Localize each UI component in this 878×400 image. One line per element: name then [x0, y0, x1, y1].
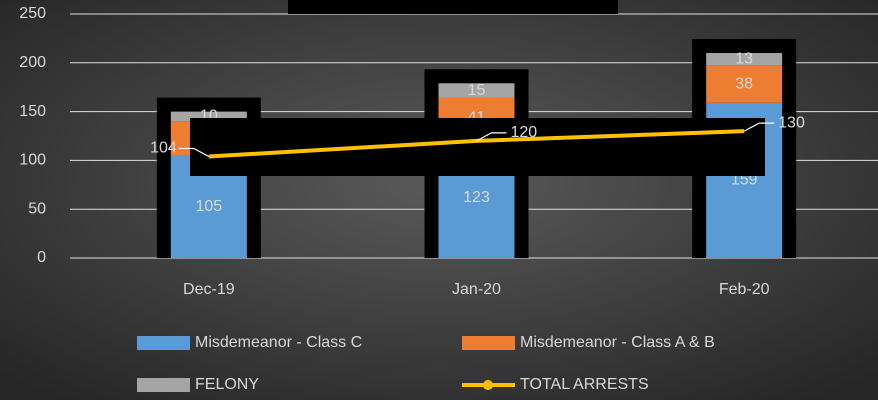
bar-segment	[706, 53, 783, 66]
legend-label: TOTAL ARRESTS	[520, 376, 649, 393]
y-tick-label: 250	[19, 5, 46, 22]
data-label: 13	[735, 51, 753, 68]
bar-segment	[438, 83, 515, 98]
y-tick-label: 150	[19, 103, 46, 120]
leader-line	[743, 122, 775, 132]
leader-line	[178, 147, 210, 158]
legend-marker	[483, 380, 493, 390]
redaction	[288, 0, 618, 14]
x-tick-label: Feb-20	[719, 281, 770, 298]
x-tick-label: Jan-20	[452, 281, 501, 298]
data-label: 120	[511, 124, 538, 141]
bar-segment	[170, 111, 247, 122]
leader-line	[476, 132, 507, 142]
data-label: 15	[468, 82, 486, 99]
legend-label: Misdemeanor - Class C	[195, 334, 362, 351]
data-label: 130	[778, 114, 805, 131]
data-label: 123	[463, 189, 490, 206]
data-label: 38	[735, 75, 753, 92]
legend-swatch	[137, 336, 190, 350]
y-tick-label: 0	[37, 249, 46, 266]
y-tick-label: 200	[19, 54, 46, 71]
data-label: 104	[150, 140, 177, 157]
y-tick-label: 50	[28, 200, 46, 217]
y-tick-label: 100	[19, 152, 46, 169]
redaction	[190, 118, 765, 176]
legend-label: Misdemeanor - Class A & B	[520, 334, 715, 351]
legend-label: FELONY	[195, 376, 259, 393]
legend-swatch	[137, 378, 190, 392]
bar-segment	[706, 65, 783, 103]
data-label: 105	[195, 198, 222, 215]
x-tick-label: Dec-19	[183, 281, 235, 298]
legend-swatch	[462, 336, 515, 350]
